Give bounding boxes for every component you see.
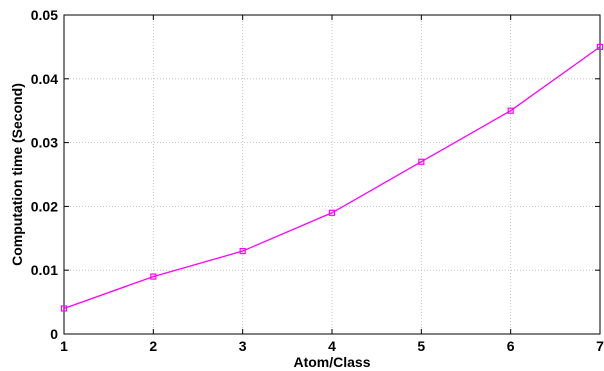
data-point-marker	[60, 305, 68, 312]
x-tick-label: 6	[507, 338, 515, 354]
y-tick-label: 0.02	[31, 198, 58, 214]
grid-lines	[64, 15, 600, 334]
x-axis-title: Atom/Class	[293, 354, 370, 370]
axis-ticks: 1 2 3 4 5 6 7 0 0.01 0.02 0.03 0.04 0.05	[31, 7, 604, 354]
data-point-marker	[418, 158, 425, 165]
x-tick-label: 4	[328, 338, 336, 354]
y-axis-title: Computation time (Second)	[9, 83, 25, 266]
data-point-marker	[507, 107, 514, 114]
x-tick-label: 5	[417, 338, 425, 354]
x-tick-label: 7	[596, 338, 604, 354]
y-tick-label: 0.05	[31, 7, 58, 23]
y-tick-label: 0.03	[31, 135, 58, 151]
x-tick-label: 1	[60, 338, 68, 354]
data-point-marker	[150, 273, 157, 280]
data-point-marker	[239, 247, 246, 255]
series-line	[63, 46, 601, 310]
y-tick-label: 0	[50, 326, 58, 342]
y-tick-label: 0.01	[31, 262, 58, 278]
x-tick-label: 3	[239, 338, 247, 354]
x-tick-label: 2	[149, 338, 157, 354]
data-point-marker	[328, 209, 336, 216]
y-tick-label: 0.04	[31, 71, 58, 87]
data-point-marker	[596, 43, 604, 51]
series-layer	[60, 43, 604, 312]
